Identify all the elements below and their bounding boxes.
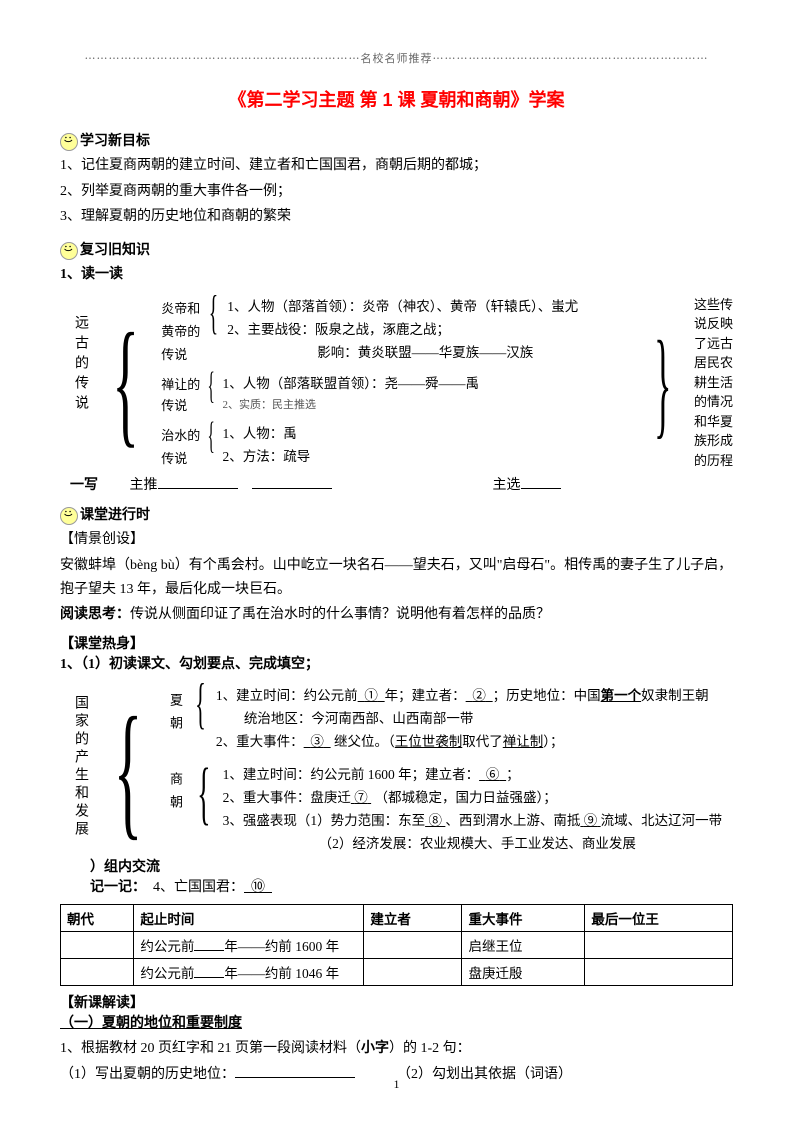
table-header: 起止时间 — [134, 904, 364, 931]
diagram-dynasties: 国家的产生和发展 { 夏朝 { 1、建立时间：约公元前 ① 年；建立者： ② ；… — [60, 685, 733, 896]
branch1-content: 1、人物（部落首领）：炎帝（神农）、黄帝（轩辕氏）、蚩尤 2、主要战役：阪泉之战… — [227, 296, 578, 365]
goal-3: 3、理解夏朝的历史地位和商朝的繁荣 — [60, 205, 733, 229]
interpret-sec1: （一）夏朝的地位和重要制度 — [60, 1012, 733, 1036]
dynasty-table: 朝代 起止时间 建立者 重大事件 最后一位王 约公元前年——约前 1600 年 … — [60, 904, 733, 986]
table-header: 重大事件 — [462, 904, 585, 931]
interpret-heading: 【新课解读】 — [60, 992, 733, 1012]
dots-left: ⋯⋯⋯⋯⋯⋯⋯⋯⋯⋯⋯⋯⋯⋯⋯⋯⋯⋯⋯⋯⋯⋯⋯ — [85, 53, 361, 65]
shang-content: 1、建立时间：约公元前 1600 年；建立者： ⑥ ； 2、重大事件：盘庚迁 ⑦… — [223, 764, 723, 856]
group-exchange: ）组内交流 — [90, 856, 733, 876]
dots-right: ⋯⋯⋯⋯⋯⋯⋯⋯⋯⋯⋯⋯⋯⋯⋯⋯⋯⋯⋯⋯⋯⋯⋯ — [433, 53, 709, 65]
scene-heading: 【情景创设】 — [60, 528, 733, 552]
diagram1-right-text: 这些传 说反映 了远古 居民农 耕生活 的情况 和华夏 族形成 的历程 — [694, 295, 733, 471]
branch2-content: 1、人物（部落联盟首领）：尧——舜——禹 2、实质：民主推选 — [222, 373, 479, 415]
diagram2-left-label: 国家的产生和发展 — [70, 685, 90, 856]
warmup-heading: 【课堂热身】 — [60, 633, 733, 653]
shang-label: 商朝 — [166, 764, 185, 856]
think-line: 阅读思考：传说从侧面印证了禹在治水时的什么事情？说明他有着怎样的品质？ — [60, 603, 733, 627]
brace-icon: { — [114, 703, 143, 838]
brace-icon: { — [208, 373, 215, 415]
proceed-heading: 课堂进行时 — [60, 504, 733, 525]
table-header: 建立者 — [364, 904, 462, 931]
branch3-label: 治水的 传说 — [161, 423, 200, 469]
table-header: 朝代 — [61, 904, 134, 931]
smiley-icon — [60, 133, 78, 151]
table-row: 约公元前年——约前 1046 年 盘庚迁殷 — [61, 958, 733, 985]
diagram-legends: 远古的传说 { 炎帝和 黄帝的 传说 { 1、人物（部落首领）：炎帝（神农）、黄… — [60, 295, 733, 495]
review-heading: 复习旧知识 — [60, 239, 733, 260]
table-row: 约公元前年——约前 1600 年 启继王位 — [61, 931, 733, 958]
diagram1-left-label: 远古的传说 — [70, 295, 90, 471]
smiley-icon — [60, 242, 78, 260]
write-row: 一写 主推 主选 — [70, 474, 733, 494]
xia-label: 夏朝 — [166, 685, 185, 754]
remember-row: 记一记： 4、亡国国君： ⑩ — [90, 876, 733, 896]
review-sub1: 1、读一读 — [60, 263, 733, 287]
page-number: 1 — [394, 1077, 400, 1092]
brace-icon: { — [195, 685, 206, 754]
brace-icon: { — [208, 423, 215, 469]
goal-1: 1、记住夏商两朝的建立时间、建立者和亡国国君，商朝后期的都城； — [60, 154, 733, 178]
scene-text: 安徽蚌埠（bèng bù）有个禹会村。山中屹立一块名石——望夫石，又叫"启母石"… — [60, 554, 733, 602]
table-header: 最后一位王 — [585, 904, 733, 931]
interpret-t1: 1、根据教材 20 页红字和 21 页第一段阅读材料（小字）的 1-2 句： — [60, 1037, 733, 1061]
brace-icon: { — [209, 296, 218, 365]
goal-2: 2、列举夏商两朝的重大事件各一例； — [60, 180, 733, 204]
xia-content: 1、建立时间：约公元前 ① 年；建立者： ② ；历史地位：中国第一个奴隶制王朝 … — [216, 685, 709, 754]
brace-icon: } — [655, 353, 672, 413]
brace-icon: { — [112, 323, 139, 442]
smiley-icon — [60, 507, 78, 525]
header-recommend: ⋯⋯⋯⋯⋯⋯⋯⋯⋯⋯⋯⋯⋯⋯⋯⋯⋯⋯⋯⋯⋯⋯⋯名校名师推荐⋯⋯⋯⋯⋯⋯⋯⋯⋯⋯⋯… — [60, 50, 733, 66]
branch2-label: 禅让的 传说 — [161, 373, 200, 415]
branch3-content: 1、人物：禹 2、方法：疏导 — [222, 423, 310, 469]
brace-icon: { — [197, 764, 210, 856]
page-title: 《第二学习主题 第 1 课 夏朝和商朝》学案 — [60, 86, 733, 112]
goals-heading: 学习新目标 — [60, 130, 733, 151]
branch1-label: 炎帝和 黄帝的 传说 — [161, 296, 200, 365]
warmup-step1: 1、（1）初读课文、勾划要点、完成填空； — [60, 653, 733, 677]
